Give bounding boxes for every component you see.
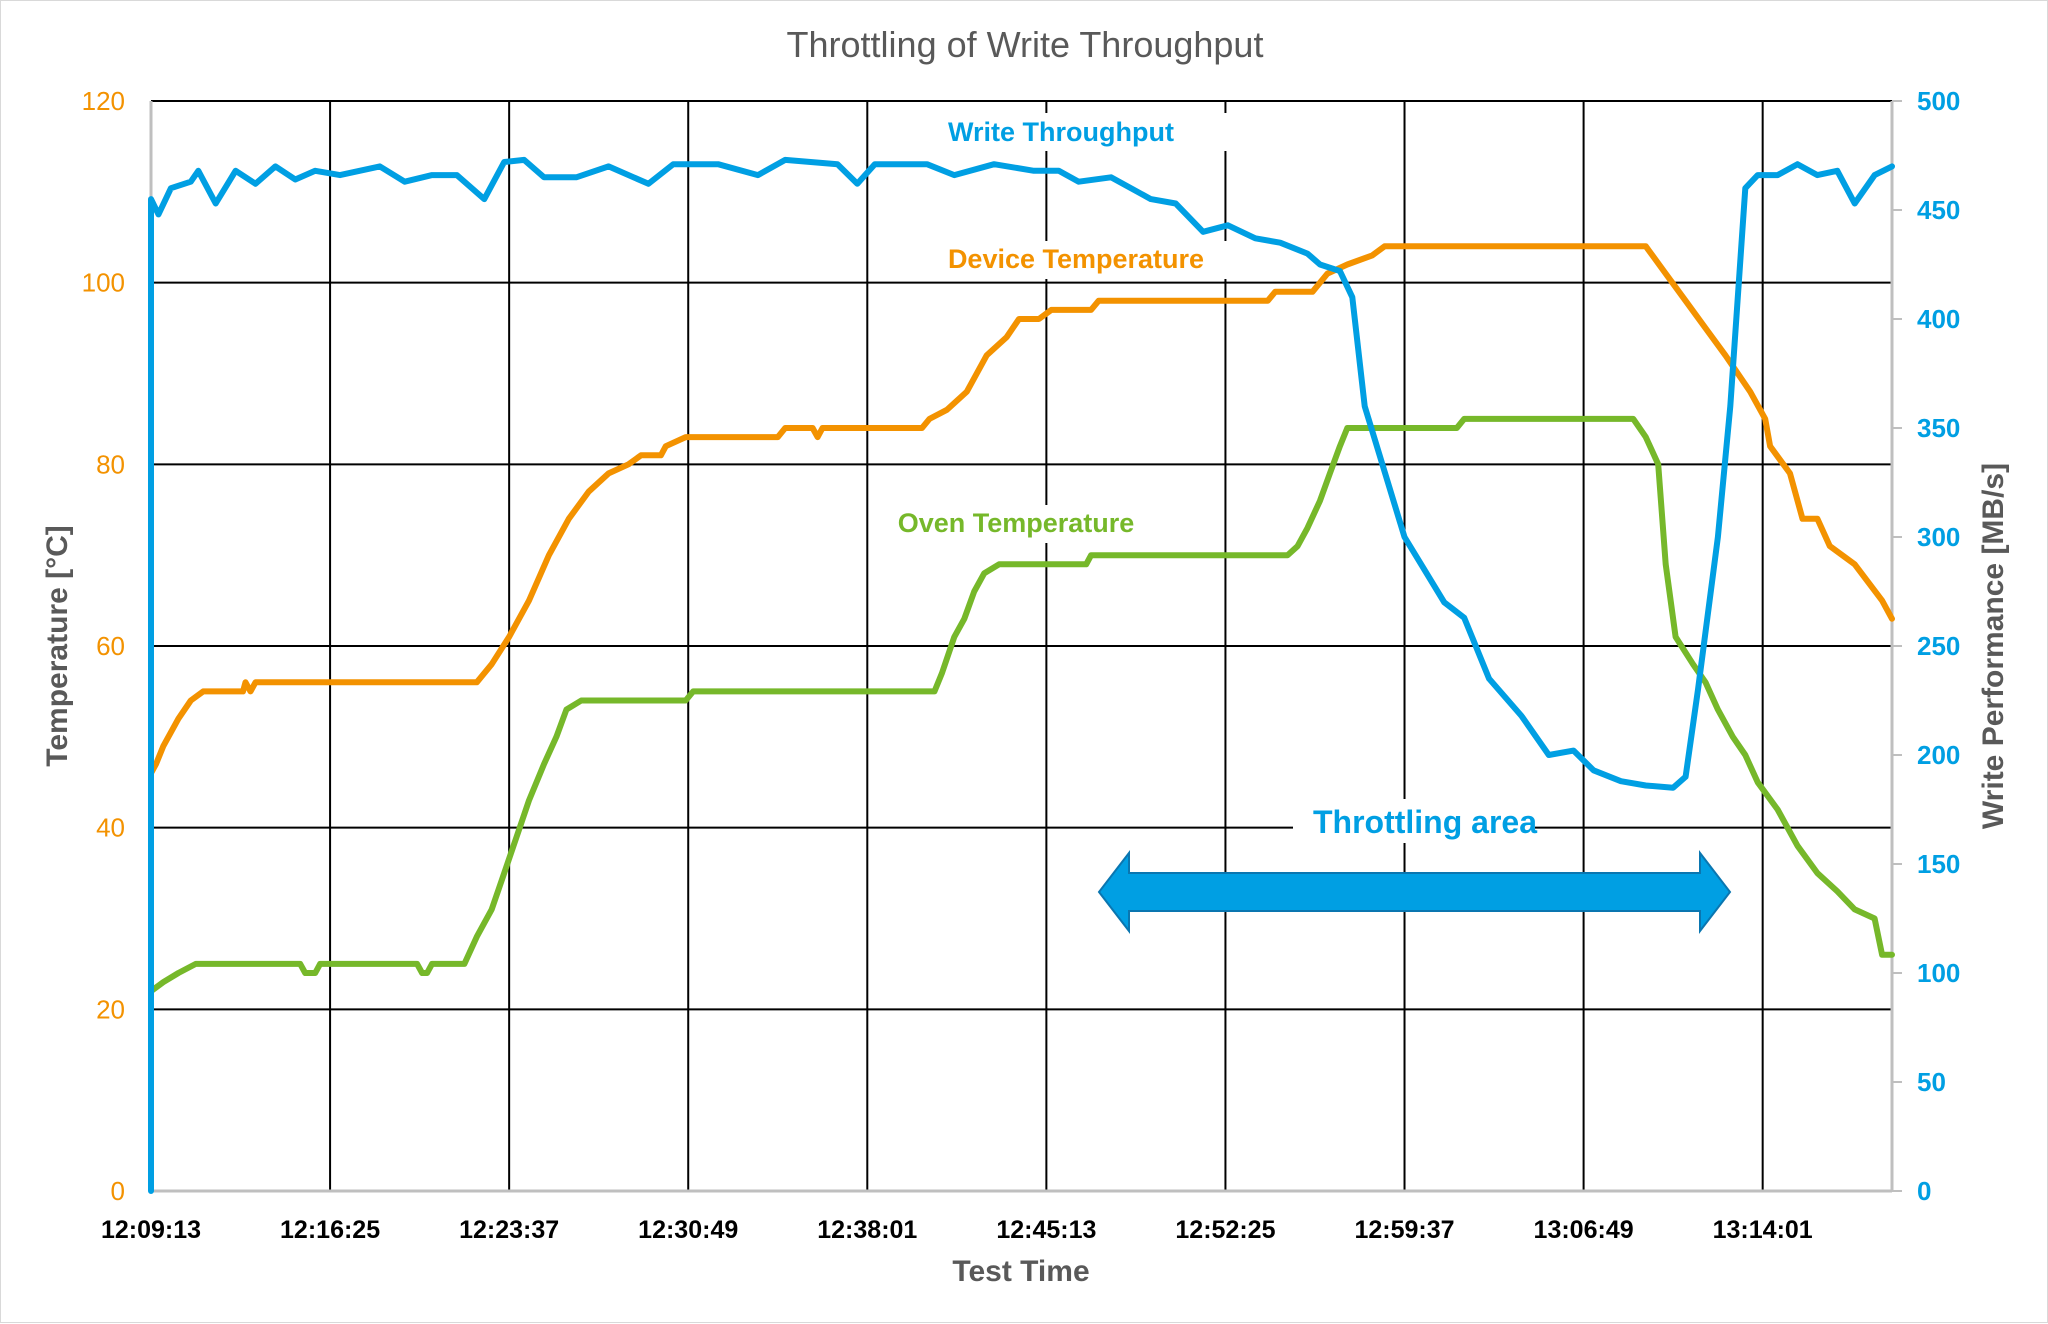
x-axis-ticks: 12:09:13 12:16:25 12:23:37 12:30:49 12:38:01…	[101, 1216, 1813, 1244]
series-device-temperature	[148, 243, 1895, 777]
series-write-throughput	[148, 156, 1895, 1194]
x-axis-title: Test Time	[952, 1255, 1089, 1288]
x-tick-label: 12:38:01	[817, 1216, 917, 1244]
x-tick-label: 12:45:13	[996, 1216, 1096, 1244]
right-tick-label: 350	[1917, 413, 1960, 443]
grid-lines	[151, 100, 1892, 1191]
legend-oven-temperature: Oven Temperature	[898, 508, 1135, 538]
series-oven-temperature	[148, 415, 1895, 995]
x-tick-label: 12:59:37	[1354, 1216, 1454, 1244]
right-tick-label: 400	[1917, 304, 1960, 334]
x-tick-label: 12:09:13	[101, 1216, 201, 1244]
legend-write-throughput: Write Throughput	[948, 117, 1174, 147]
x-tick-label: 13:14:01	[1713, 1216, 1813, 1244]
left-axis-title: Temperature [°C]	[41, 525, 74, 766]
right-tick-label: 50	[1917, 1067, 1946, 1097]
label-background	[891, 505, 1141, 543]
left-axis-ticks: 0 20 40 60 80 100 120	[82, 86, 125, 1206]
right-axis-ticks: 0 50 100 150 200 250 300 350 400 450 500	[1892, 86, 1960, 1206]
left-tick-label: 100	[82, 268, 125, 298]
left-tick-label: 80	[96, 449, 125, 479]
throttling-area-label: Throttling area	[1313, 804, 1537, 840]
x-tick-label: 12:30:49	[638, 1216, 738, 1244]
right-tick-label: 450	[1917, 195, 1960, 225]
right-tick-label: 0	[1917, 1176, 1931, 1206]
x-tick-label: 12:16:25	[280, 1216, 380, 1244]
right-tick-label: 300	[1917, 522, 1960, 552]
throttling-annotation: Throttling area	[1097, 799, 1732, 934]
right-tick-label: 100	[1917, 958, 1960, 988]
series-lines	[148, 156, 1895, 1194]
x-tick-label: 13:06:49	[1534, 1216, 1634, 1244]
left-tick-label: 0	[111, 1176, 125, 1206]
left-tick-label: 20	[96, 994, 125, 1024]
right-tick-label: 150	[1917, 849, 1960, 879]
legend-device-temperature: Device Temperature	[948, 244, 1204, 274]
right-axis-title: Write Performance [MB/s]	[1977, 463, 2010, 829]
chart-title: Throttling of Write Throughput	[787, 24, 1264, 65]
left-tick-label: 40	[96, 813, 125, 843]
right-tick-label: 500	[1917, 86, 1960, 116]
right-tick-label: 200	[1917, 740, 1960, 770]
left-tick-label: 120	[82, 86, 125, 116]
x-tick-label: 12:52:25	[1175, 1216, 1275, 1244]
left-tick-label: 60	[96, 631, 125, 661]
label-background	[886, 113, 1236, 151]
label-background	[894, 241, 1258, 279]
annotation-label-background	[1293, 799, 1535, 843]
right-tick-label: 250	[1917, 631, 1960, 661]
x-tick-label: 12:23:37	[459, 1216, 559, 1244]
double-arrow-icon	[1097, 850, 1732, 934]
label-backgrounds	[886, 113, 1258, 543]
